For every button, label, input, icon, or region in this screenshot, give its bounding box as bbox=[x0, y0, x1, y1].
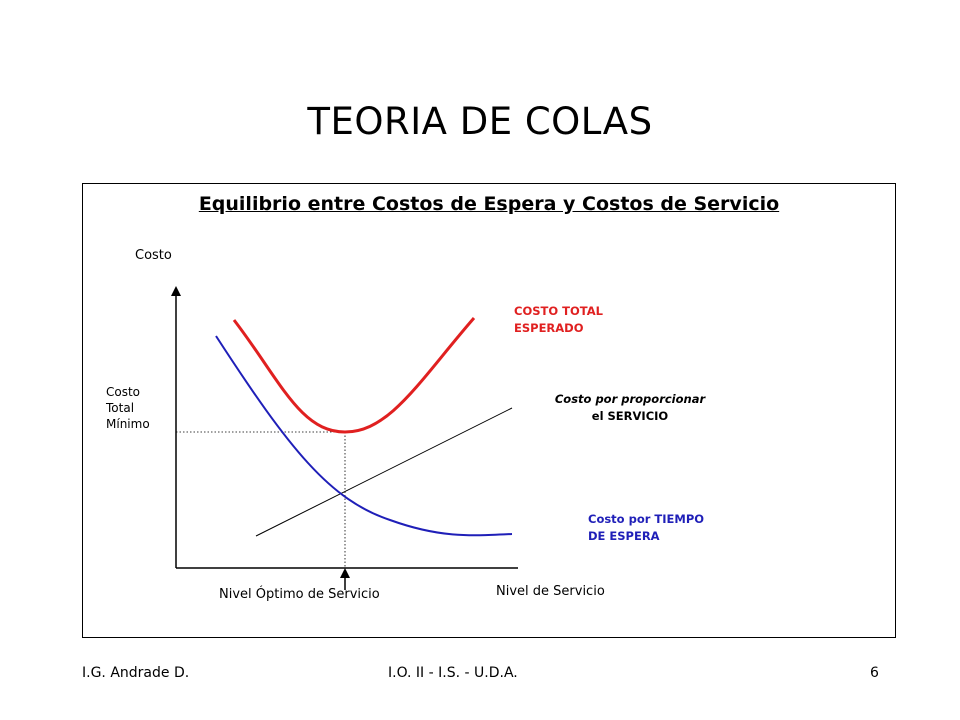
waiting-cost-curve bbox=[215, 335, 513, 537]
service-cost-label: Costo por proporcionar el SERVICIO bbox=[532, 391, 728, 425]
min-cost-label-line-2: Total bbox=[106, 401, 135, 415]
min-cost-label-line-1: Costo bbox=[106, 385, 141, 399]
slide-title: TEORIA DE COLAS bbox=[307, 100, 653, 143]
total-cost-label-line-2: ESPERADO bbox=[514, 321, 584, 335]
footer-page-number: 6 bbox=[870, 665, 879, 681]
total-cost-label: COSTO TOTAL ESPERADO bbox=[514, 303, 603, 337]
service-cost-line bbox=[255, 407, 513, 537]
service-cost-label-line-2: el SERVICIO bbox=[591, 409, 669, 423]
diagram-title: Equilibrio entre Costos de Espera y Cost… bbox=[82, 193, 896, 215]
y-axis-label: Costo bbox=[135, 248, 172, 263]
footer-course: I.O. II - I.S. - U.D.A. bbox=[388, 665, 518, 681]
optimal-level-arrow-head bbox=[340, 568, 350, 578]
total-cost-label-line-1: COSTO TOTAL bbox=[514, 304, 603, 318]
min-cost-label-line-3: Mínimo bbox=[106, 417, 150, 431]
min-cost-label: Costo Total Mínimo bbox=[106, 384, 150, 432]
waiting-cost-label-line-1: Costo por TIEMPO bbox=[588, 512, 705, 526]
service-cost-label-line-1: Costo por proporcionar bbox=[554, 392, 706, 406]
y-axis-arrow bbox=[171, 286, 181, 296]
footer-author: I.G. Andrade D. bbox=[82, 665, 190, 681]
diagram-title-text: Equilibrio entre Costos de Espera y Cost… bbox=[198, 193, 780, 215]
total-cost-curve bbox=[232, 317, 476, 434]
waiting-cost-label: Costo por TIEMPO DE ESPERA bbox=[588, 511, 704, 545]
optimal-level-label: Nivel Óptimo de Servicio bbox=[219, 587, 380, 602]
diagram-frame bbox=[82, 183, 896, 638]
waiting-cost-label-line-2: DE ESPERA bbox=[588, 529, 660, 543]
x-axis-label: Nivel de Servicio bbox=[496, 584, 605, 599]
